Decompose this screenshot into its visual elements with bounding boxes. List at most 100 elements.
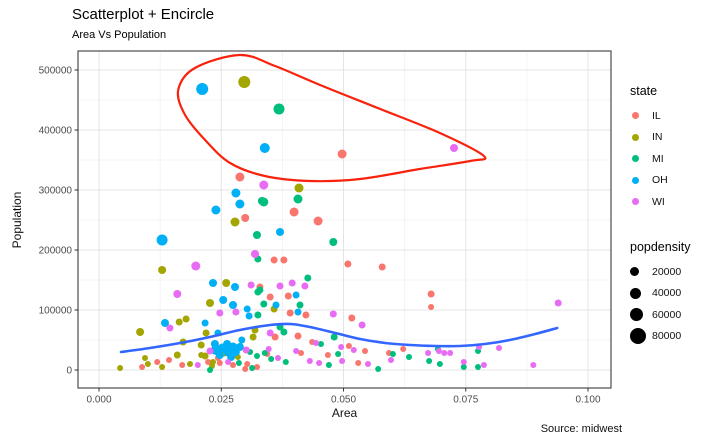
y-tick-label: 300000: [39, 186, 73, 197]
scatter-point-IL: [270, 256, 278, 264]
scatter-point-WI: [447, 350, 454, 356]
scatter-point-IL: [324, 352, 331, 358]
y-tick-label: 200000: [39, 246, 73, 257]
scatter-point-OH: [272, 301, 280, 309]
scatter-point-IN: [294, 183, 304, 193]
scatter-point-IL: [298, 350, 304, 356]
scatter-point-IL: [427, 290, 435, 298]
scatter-point-WI: [316, 360, 323, 366]
scatter-point-WI: [247, 281, 255, 289]
scatter-point-WI: [251, 250, 259, 258]
scatter-point-IL: [235, 172, 245, 182]
scatter-point-IN: [136, 328, 145, 336]
y-tick-label: 0: [66, 366, 72, 377]
scatter-point-OH: [201, 319, 209, 327]
scatter-point-MI: [460, 364, 467, 370]
scatter-point-MI: [329, 238, 338, 246]
legend-item-wi: WI: [630, 191, 668, 213]
x-tick-label: 0.075: [453, 395, 478, 406]
scatter-point-MI: [475, 364, 481, 370]
scatter-point-WI: [530, 362, 537, 368]
scatter-point-IL: [242, 366, 249, 372]
scatter-point-WI: [313, 340, 320, 346]
scatter-point-OH: [292, 291, 300, 299]
scatter-point-WI: [232, 308, 240, 316]
scatter-point-WI: [306, 358, 313, 364]
scatter-point-WI: [329, 310, 337, 318]
plot-caption: Source: midwest: [540, 423, 622, 435]
legend-item-il: IL: [630, 105, 668, 127]
scatter-point-MI: [335, 351, 342, 357]
plot-title: Scatterplot + Encircle: [72, 6, 215, 23]
scatter-point-MI: [261, 350, 268, 356]
y-tick-label: 400000: [39, 126, 73, 137]
scatter-point-IL: [345, 343, 352, 349]
state-wi-swatch: [632, 198, 639, 206]
y-tick-label: 100000: [39, 306, 73, 317]
scatter-point-IL: [266, 293, 274, 301]
scatter-point-OH: [294, 308, 302, 316]
scatter-point-IL: [230, 362, 236, 368]
scatter-point-IL: [139, 364, 146, 370]
scatter-point-MI: [325, 362, 332, 368]
legend-item-label: 20000: [652, 265, 682, 278]
scatter-point-IN: [182, 315, 190, 323]
scatter-point-WI: [166, 324, 174, 332]
scatter-point-IN: [158, 266, 167, 274]
scatter-point-OH: [276, 228, 284, 236]
scatter-point-IN: [175, 318, 183, 326]
legend-item-label: IL: [652, 109, 661, 122]
scatter-point-WI: [338, 344, 345, 350]
scatter-point-WI: [194, 362, 201, 368]
scatter-point-IN: [159, 364, 166, 370]
scatter-point-WI: [435, 348, 442, 354]
scatter-point-IN: [238, 76, 251, 88]
scatter-point-IL: [241, 214, 250, 222]
y-tick-label: 500000: [39, 66, 73, 77]
scatter-point-WI: [554, 299, 562, 307]
y-axis-title: Population: [10, 191, 24, 249]
scatter-point-WI: [216, 309, 224, 317]
scatter-point-WI: [450, 144, 458, 152]
x-tick-label: 0.025: [209, 395, 234, 406]
plot-subtitle: Area Vs Population: [72, 29, 167, 41]
size-20000-swatch: [630, 267, 639, 277]
scatter-point-OH: [235, 199, 245, 209]
scatter-point-MI: [280, 328, 288, 336]
scatter-point-WI: [365, 361, 371, 367]
scatter-point-WI: [301, 282, 309, 290]
scatter-point-MI: [436, 361, 443, 367]
scatter-point-WI: [242, 346, 250, 354]
scatter-point-OH: [161, 319, 169, 327]
scatter-point-OH: [231, 188, 241, 198]
size-40000-swatch: [630, 287, 641, 299]
scatter-point-WI: [441, 350, 448, 356]
x-axis-title: Area: [331, 406, 358, 420]
scatter-point-WI: [425, 350, 432, 356]
scatter-point-MI: [304, 274, 312, 282]
panel-border: [77, 50, 612, 389]
scatter-point-IL: [348, 314, 356, 322]
state-il-swatch: [632, 112, 639, 120]
scatter-point-IL: [244, 361, 251, 367]
scatter-point-OH: [196, 83, 209, 95]
scatter-point-WI: [275, 355, 281, 361]
scatter-point-OH: [229, 301, 237, 309]
panel-background: [78, 51, 611, 388]
legend-item-oh: OH: [630, 170, 668, 192]
legend-item-label: 60000: [652, 308, 682, 321]
legend-item-label: WI: [652, 195, 665, 208]
scatter-point-OH: [215, 351, 224, 359]
legend-state: state IL IN MI OH WI: [630, 84, 668, 213]
size-60000-swatch: [630, 308, 643, 322]
scatter-point-OH: [235, 343, 244, 351]
legend-state-title: state: [630, 84, 658, 98]
x-tick-label: 0.100: [576, 395, 601, 406]
scatter-point-IL: [355, 360, 362, 366]
scatter-point-MI: [253, 231, 261, 239]
scatter-point-IN: [201, 352, 209, 360]
scatter-point-IL: [284, 292, 292, 300]
legend-item-label: IN: [652, 131, 663, 144]
scatter-point-IL: [166, 357, 172, 363]
